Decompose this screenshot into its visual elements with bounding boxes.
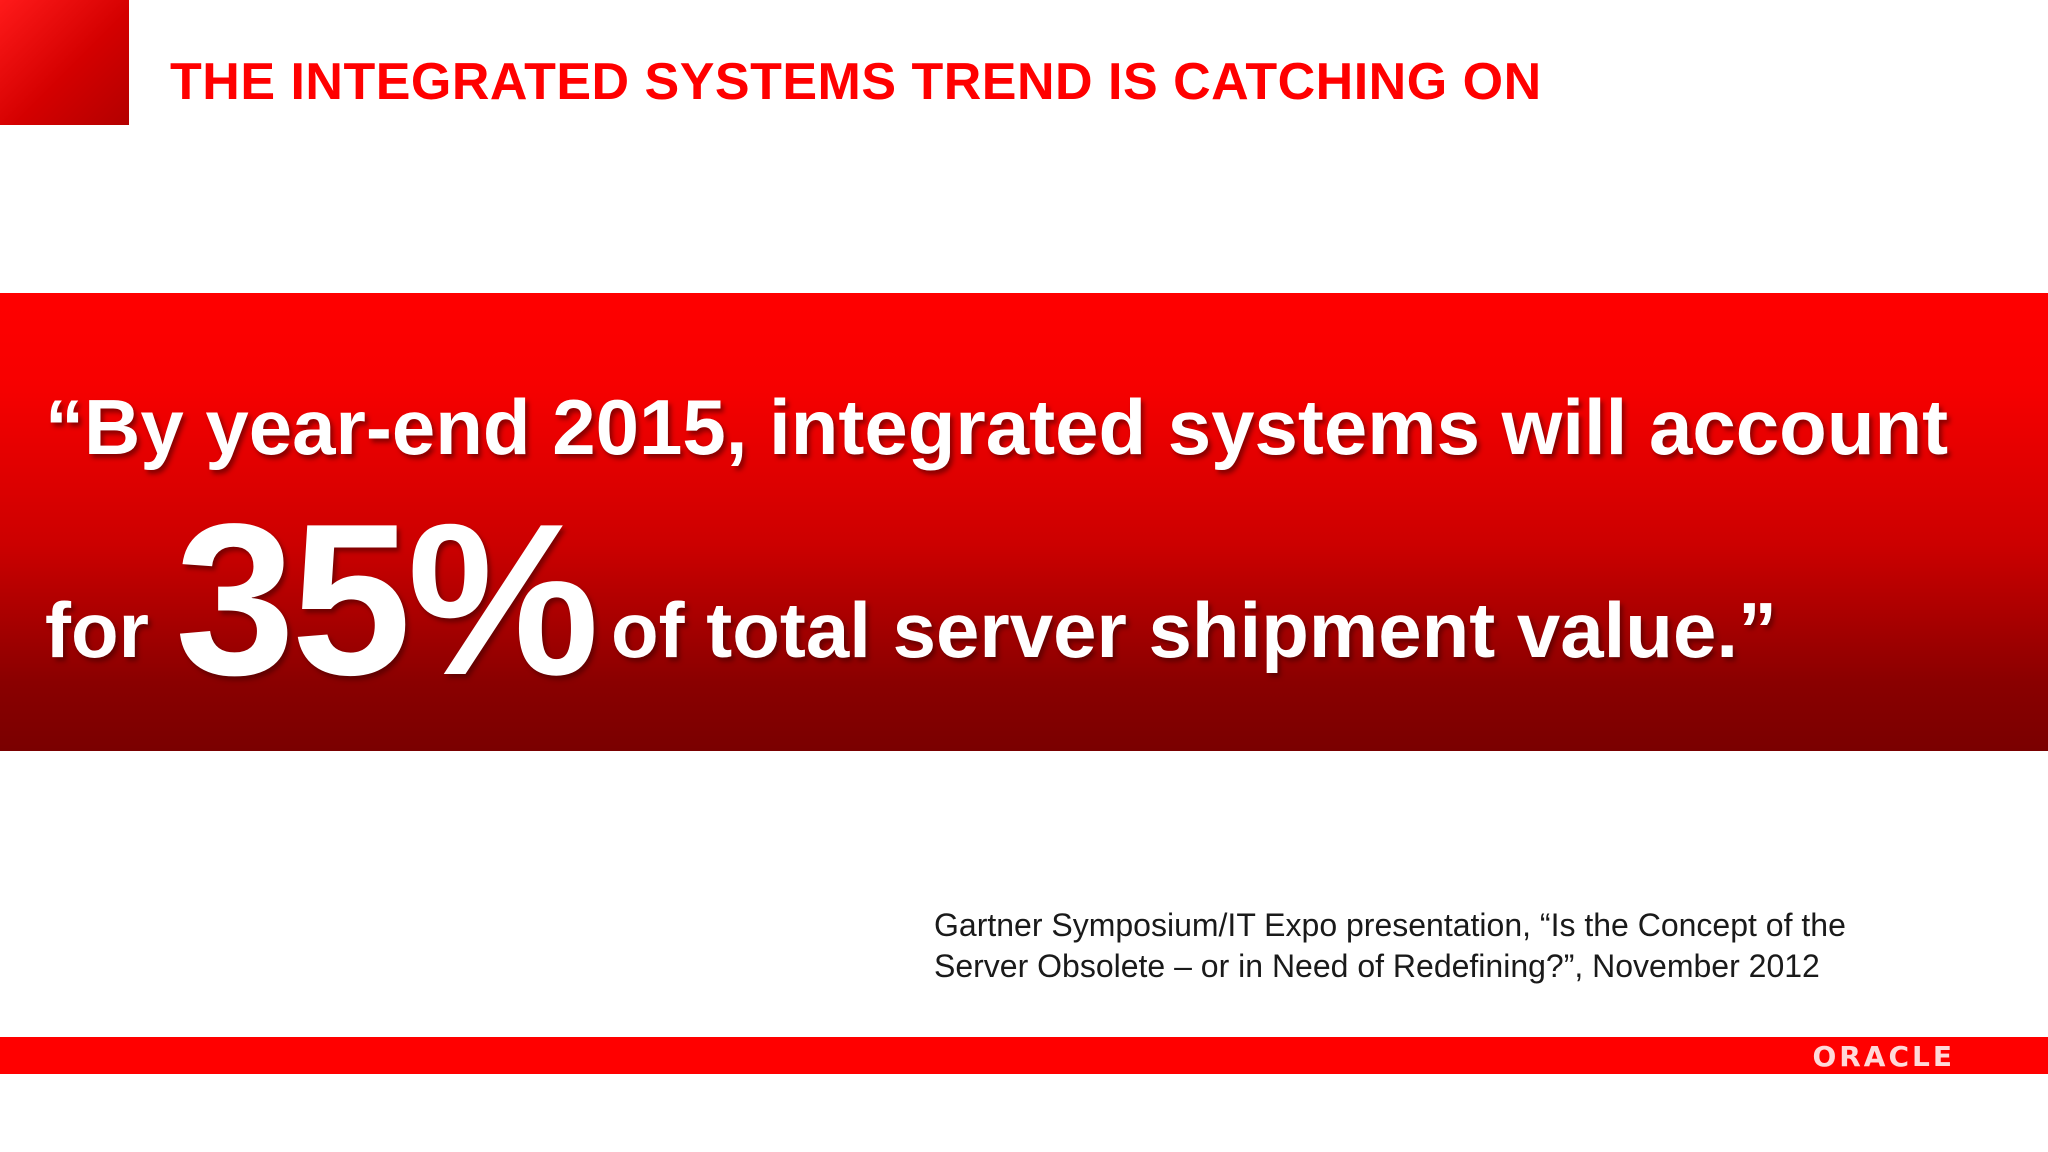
corner-accent-block xyxy=(0,0,129,125)
slide-title: THE INTEGRATED SYSTEMS TREND IS CATCHING… xyxy=(170,53,1542,111)
source-citation-line-1: Gartner Symposium/IT Expo presentation, … xyxy=(934,907,1846,943)
source-citation: Gartner Symposium/IT Expo presentation, … xyxy=(934,905,1934,987)
source-citation-line-2: Server Obsolete – or in Need of Redefini… xyxy=(934,948,1820,984)
oracle-logo: ORACLE xyxy=(1812,1040,1955,1073)
quote-highlight-percentage: 35% xyxy=(175,478,599,720)
quote-line-1: “By year-end 2015, integrated systems wi… xyxy=(45,383,1949,471)
quote-suffix: of total server shipment value.” xyxy=(611,586,1778,674)
footer-bar xyxy=(0,1037,2048,1074)
quote-prefix: for xyxy=(45,586,149,674)
quote-band xyxy=(0,293,2048,751)
